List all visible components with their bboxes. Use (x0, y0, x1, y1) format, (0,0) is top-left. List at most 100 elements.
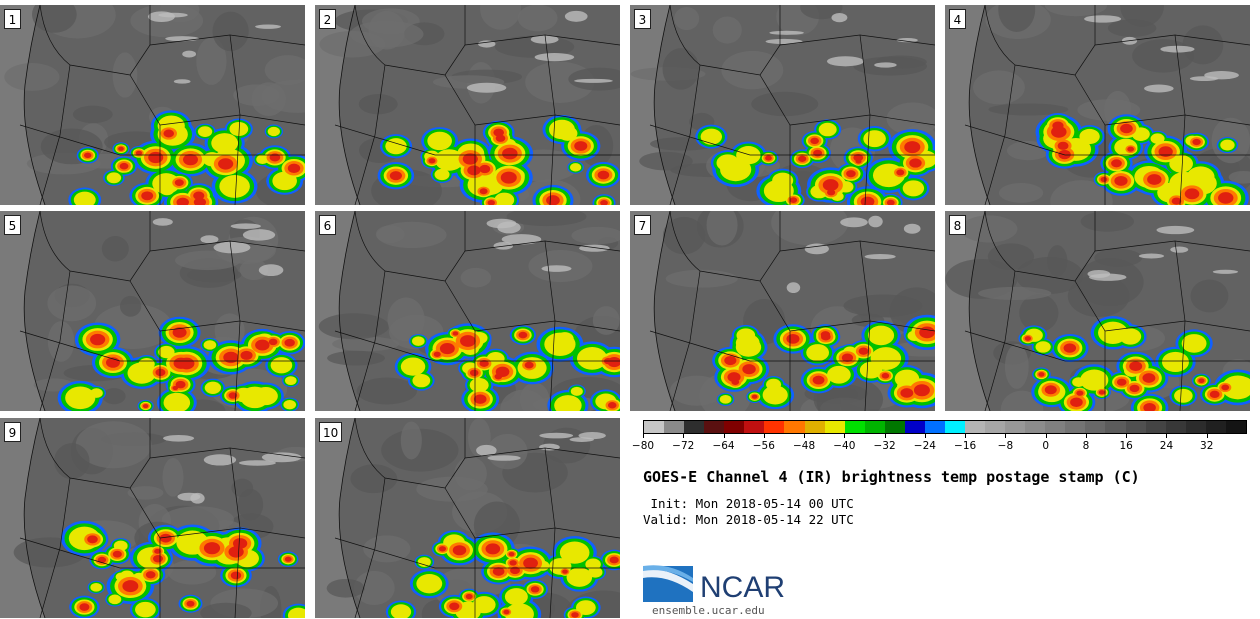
valid-time: Valid: Mon 2018-05-14 22 UTC (643, 512, 854, 527)
convective-cell (1111, 159, 1122, 168)
state-border (649, 124, 935, 156)
ocean-area (0, 418, 45, 618)
colorbar-tick-label: −48 (792, 440, 816, 452)
state-border (544, 447, 556, 618)
convective-cell (763, 179, 794, 203)
terrain-shade (353, 570, 395, 606)
state-border (1174, 34, 1186, 205)
ocean-area (0, 5, 45, 205)
terrain-shade (517, 5, 558, 32)
convective-cell (896, 169, 905, 176)
convective-cell (1184, 188, 1200, 200)
terrain-shade (187, 267, 242, 283)
convective-cell (141, 191, 154, 201)
terrain-shade (1050, 180, 1113, 205)
convective-cell (479, 164, 491, 174)
ir-satellite-map (315, 5, 620, 205)
state-border (544, 240, 556, 411)
convective-cell (724, 355, 737, 366)
cloud-patch (476, 444, 497, 457)
colorbar-swatch (724, 421, 745, 433)
convective-cell (1221, 384, 1230, 391)
state-border (19, 124, 305, 156)
state-border (354, 211, 466, 282)
convective-cell (841, 353, 854, 362)
state-border (859, 240, 871, 411)
convective-cell (186, 600, 195, 607)
terrain-shade (318, 313, 390, 340)
convective-cell (881, 372, 890, 379)
convective-cell (390, 604, 412, 618)
terrain-shade (350, 464, 398, 494)
terrain-shade (1107, 19, 1157, 37)
colorbar-swatch (644, 421, 665, 433)
convective-cell (1100, 176, 1108, 183)
convective-cell (119, 162, 129, 170)
colorbar-swatch (664, 421, 685, 433)
cloud-patch (1212, 269, 1239, 274)
terrain-shade (480, 5, 521, 30)
convective-cell (287, 607, 305, 618)
colorbar-tick (1206, 434, 1208, 438)
convective-cell (460, 335, 476, 347)
convective-cell (818, 122, 837, 137)
cloud-patch (530, 35, 559, 44)
coastline (968, 211, 991, 411)
cloud-patch (213, 241, 251, 254)
convective-cell (508, 551, 515, 557)
convective-cell (449, 602, 460, 611)
cloud-patch (200, 235, 219, 244)
convective-cell (400, 357, 426, 376)
colorbar-tick (844, 434, 846, 438)
terrain-shade (127, 486, 164, 500)
convective-cell (762, 385, 788, 405)
convective-cell (438, 546, 447, 552)
colorbar-swatch (904, 421, 925, 433)
convective-cell (863, 130, 886, 148)
terrain-shade (1047, 245, 1068, 277)
convective-cell (1024, 336, 1032, 341)
convective-cell (434, 168, 450, 181)
state-border (39, 418, 151, 489)
convective-cell (1171, 197, 1182, 205)
cloud-patch (569, 437, 594, 442)
terrain-shade (72, 105, 113, 124)
convective-cell (751, 394, 758, 399)
terrain-shade (161, 506, 235, 533)
convective-cell (493, 128, 504, 137)
convective-cell (904, 141, 921, 154)
cloud-patch (261, 452, 302, 463)
convective-cell (127, 362, 156, 384)
convective-cell (798, 155, 807, 162)
ir-satellite-map (630, 5, 935, 205)
convective-cell (859, 361, 883, 379)
convective-cell (462, 153, 478, 165)
convective-cell (228, 546, 244, 558)
convective-cell (159, 184, 175, 196)
convective-cell (510, 566, 520, 575)
ncar-logo-icon (643, 565, 693, 602)
state-border (354, 270, 386, 411)
convective-cell (122, 580, 139, 593)
convective-cell (73, 191, 96, 205)
state-border (984, 270, 1016, 411)
convective-cell (1079, 128, 1100, 145)
terrain-shade (1080, 211, 1134, 232)
ir-satellite-map (945, 5, 1250, 205)
colorbar-tick (804, 434, 806, 438)
state-border (334, 330, 620, 362)
colorbar-swatch (884, 421, 905, 433)
terrain-shade (721, 50, 784, 90)
colorbar-tick (924, 434, 926, 438)
terrain-shade (112, 52, 138, 98)
terrain-shade (327, 350, 385, 366)
state-border (669, 270, 701, 411)
convective-cell (284, 376, 297, 385)
colorbar-swatch (824, 421, 845, 433)
coastline (23, 211, 46, 411)
terrain-shade (973, 70, 1025, 105)
convective-cell (284, 338, 295, 347)
terrain-shade (665, 269, 738, 288)
stamp-panel-7: 7 (630, 211, 935, 411)
terrain-shade (196, 37, 227, 85)
